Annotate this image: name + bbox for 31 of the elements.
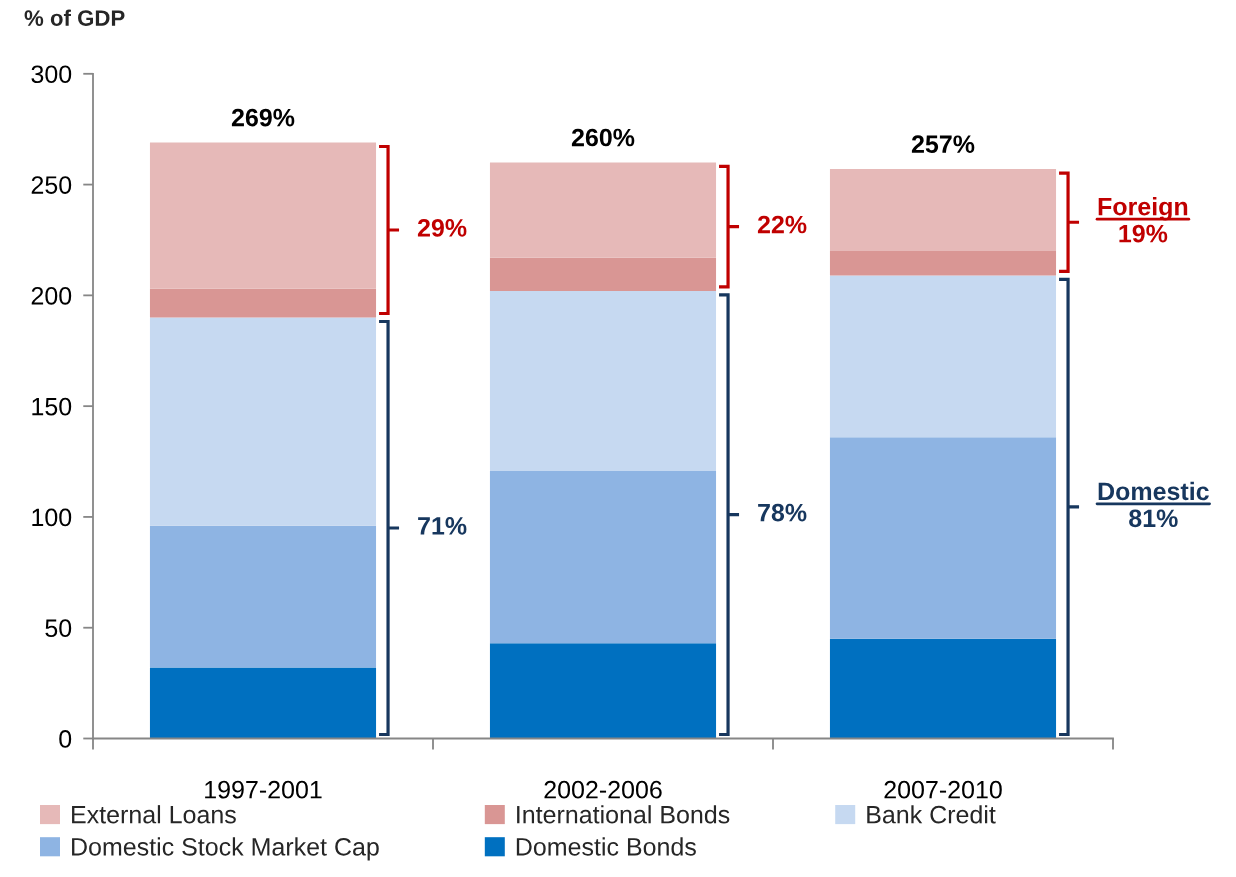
bar [149, 288, 377, 318]
y-tick-label: 150 [32, 397, 72, 416]
bar [829, 251, 1057, 276]
total-label: 269% [231, 108, 295, 127]
y-tick-label: 200 [31, 286, 72, 305]
x-tick-label: 2007-2010 [884, 780, 1002, 799]
total-label: 260% [571, 128, 635, 147]
x-tick-label: 1997-2001 [205, 780, 322, 799]
y-tick-label: 300 [31, 65, 72, 84]
annotation: Domestic 81% [1098, 481, 1209, 528]
y-axis-title: % of GDP [24, 9, 125, 26]
y-tick-label: 250 [31, 176, 72, 194]
y-tick-label: 0 [59, 730, 72, 748]
annotation: 29% [417, 219, 467, 237]
legend-label: International Bonds [517, 805, 730, 824]
total-label: 257% [911, 135, 975, 154]
legend-label: External Loans [72, 805, 236, 824]
annotation: 71% [418, 517, 467, 535]
bar [149, 667, 377, 739]
bar [489, 257, 717, 291]
y-tick-label: 50 [45, 619, 72, 638]
legend-label: Domestic Stock Market Cap [72, 837, 379, 861]
y-tick-label: 100 [32, 508, 72, 527]
x-tick-label: 2002-2006 [544, 780, 662, 799]
annotation: 78% [758, 503, 807, 522]
annotation: Foreign 19% [1098, 197, 1188, 243]
bar [829, 638, 1057, 739]
bar [489, 643, 717, 739]
annotation: 22% [757, 215, 807, 234]
legend-label: Bank Credit [867, 805, 996, 824]
legend-label: Domestic Bonds [516, 837, 696, 856]
